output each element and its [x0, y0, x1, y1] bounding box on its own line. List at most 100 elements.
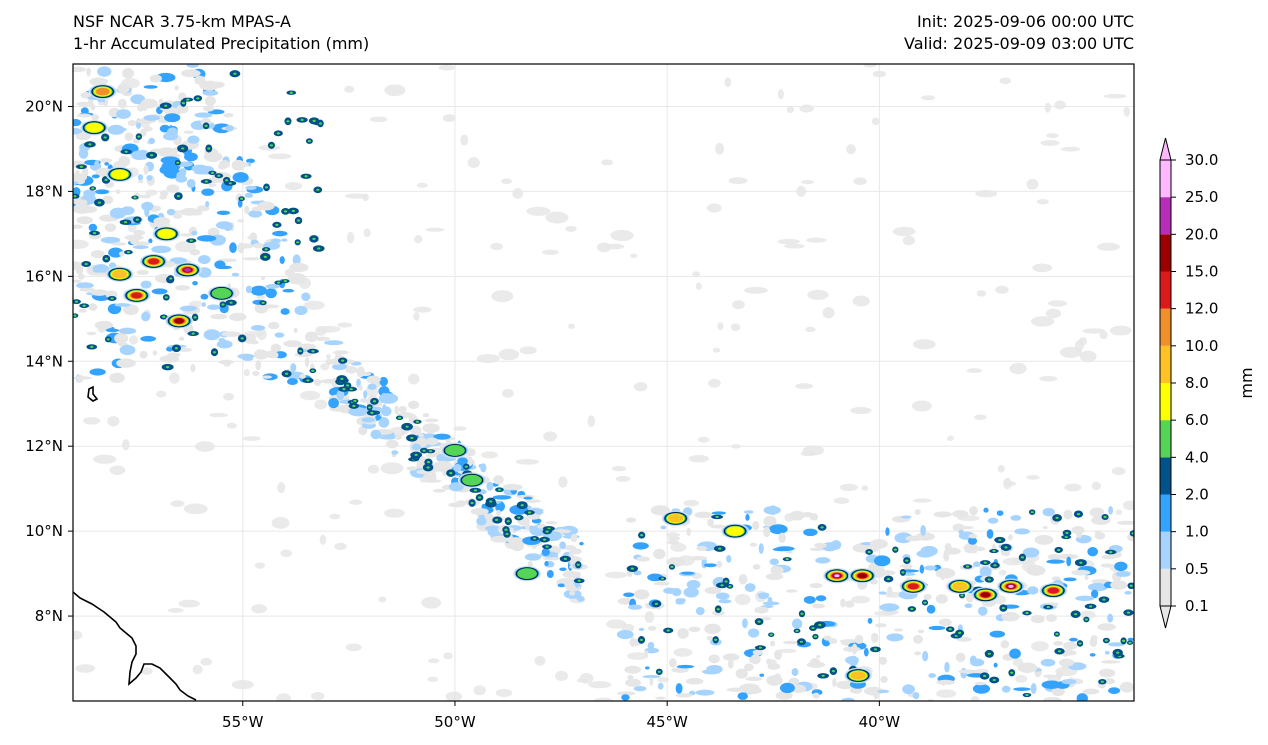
- precip-patch: [75, 132, 91, 141]
- colorbar-segment: [1160, 383, 1171, 421]
- convective-core: [905, 559, 909, 562]
- precip-patch: [706, 664, 723, 674]
- light-precip-patch: [786, 106, 795, 113]
- precip-patch: [250, 325, 266, 331]
- convective-core: [660, 577, 665, 580]
- precip-patch: [1091, 589, 1099, 599]
- light-precip-patch: [822, 307, 835, 319]
- precip-patch: [952, 510, 969, 518]
- convective-core: [82, 304, 86, 307]
- precip-patch: [293, 327, 298, 334]
- precip-patch: [250, 285, 268, 296]
- light-precip-patch: [243, 368, 250, 377]
- light-precip-patch: [611, 465, 627, 472]
- light-precip-patch: [731, 444, 741, 449]
- precip-patch: [938, 618, 952, 627]
- precip-patch: [177, 347, 192, 352]
- convective-core: [296, 241, 300, 244]
- convective-core: [497, 488, 502, 491]
- precip-patch: [1108, 505, 1114, 515]
- light-precip-patch: [777, 648, 797, 654]
- convective-core: [283, 280, 287, 283]
- precip-patch: [218, 338, 226, 342]
- light-precip-patch: [1079, 610, 1096, 620]
- light-precip-patch: [280, 549, 292, 558]
- light-precip-patch: [1036, 198, 1049, 205]
- precip-patch: [785, 589, 798, 593]
- light-precip-patch: [427, 658, 440, 664]
- precip-patch: [901, 515, 912, 519]
- precip-patch: [735, 668, 748, 679]
- convective-core: [545, 545, 549, 548]
- precip-patch: [1042, 674, 1056, 678]
- precip-patch: [200, 293, 209, 300]
- convective-core: [264, 186, 269, 189]
- light-precip-patch: [363, 228, 371, 238]
- precip-patch: [218, 359, 234, 365]
- precip-patch: [869, 539, 888, 549]
- convective-core: [181, 147, 185, 150]
- precip-patch: [1017, 662, 1038, 673]
- convective-core: [1104, 639, 1108, 642]
- precip-patch: [175, 175, 188, 183]
- light-precip-patch: [966, 368, 983, 373]
- precip-patch: [928, 625, 946, 631]
- precip-patch: [1053, 640, 1064, 646]
- convective-core: [494, 518, 499, 521]
- precip-patch: [935, 567, 956, 579]
- convective-core: [104, 178, 108, 181]
- precip-patch: [993, 662, 998, 668]
- precip-patch: [282, 288, 295, 293]
- convective-core: [640, 534, 644, 537]
- convective-core: [901, 571, 905, 574]
- precip-patch: [1026, 565, 1046, 576]
- light-precip-patch: [974, 414, 987, 421]
- light-precip-patch: [384, 508, 405, 518]
- precip-patch: [642, 674, 661, 679]
- convective-core: [473, 489, 477, 492]
- light-precip-patch: [277, 482, 286, 493]
- precip-patch: [1034, 534, 1054, 545]
- precip-patch: [1116, 520, 1134, 525]
- precip-patch: [1084, 575, 1089, 581]
- precip-patch: [107, 124, 125, 135]
- light-precip-patch: [1123, 106, 1130, 117]
- convective-core: [296, 219, 301, 222]
- precip-patch: [89, 368, 106, 376]
- light-precip-patch: [467, 157, 480, 168]
- precip-patch: [562, 570, 579, 579]
- precip-patch: [695, 689, 715, 696]
- convective-core: [1055, 632, 1059, 636]
- convective-core: [415, 420, 420, 423]
- precip-patch: [214, 260, 226, 269]
- convective-core: [91, 187, 95, 190]
- convective-core: [342, 387, 346, 391]
- light-precip-patch: [1009, 362, 1027, 375]
- convective-core: [714, 638, 718, 641]
- precip-patch: [391, 450, 399, 455]
- colorbar-tick-label: 12.0: [1185, 300, 1218, 318]
- light-precip-patch: [861, 485, 869, 491]
- precip-patch: [246, 158, 255, 164]
- light-precip-patch: [541, 249, 559, 255]
- precip-patch: [196, 235, 217, 242]
- convective-core: [1073, 613, 1078, 616]
- precip-patch: [1094, 532, 1106, 540]
- colorbar-tick-label: 8.0: [1185, 374, 1209, 392]
- light-precip-patch: [1046, 133, 1059, 139]
- precip-patch: [116, 358, 136, 368]
- precip-patch: [625, 678, 642, 688]
- precip-patch: [788, 677, 800, 686]
- precip-patch: [688, 556, 708, 561]
- precip-patch: [432, 460, 453, 472]
- light-precip-patch: [853, 177, 867, 185]
- convective-core: [657, 670, 661, 673]
- precip-patch: [455, 500, 467, 506]
- light-precip-patch: [912, 339, 936, 350]
- precip-patch: [832, 677, 837, 687]
- precip-patch: [1089, 636, 1098, 648]
- precip-patch: [1001, 685, 1011, 693]
- precip-patch: [1107, 642, 1125, 647]
- precip-patch: [90, 272, 111, 276]
- precip-patch: [971, 549, 978, 554]
